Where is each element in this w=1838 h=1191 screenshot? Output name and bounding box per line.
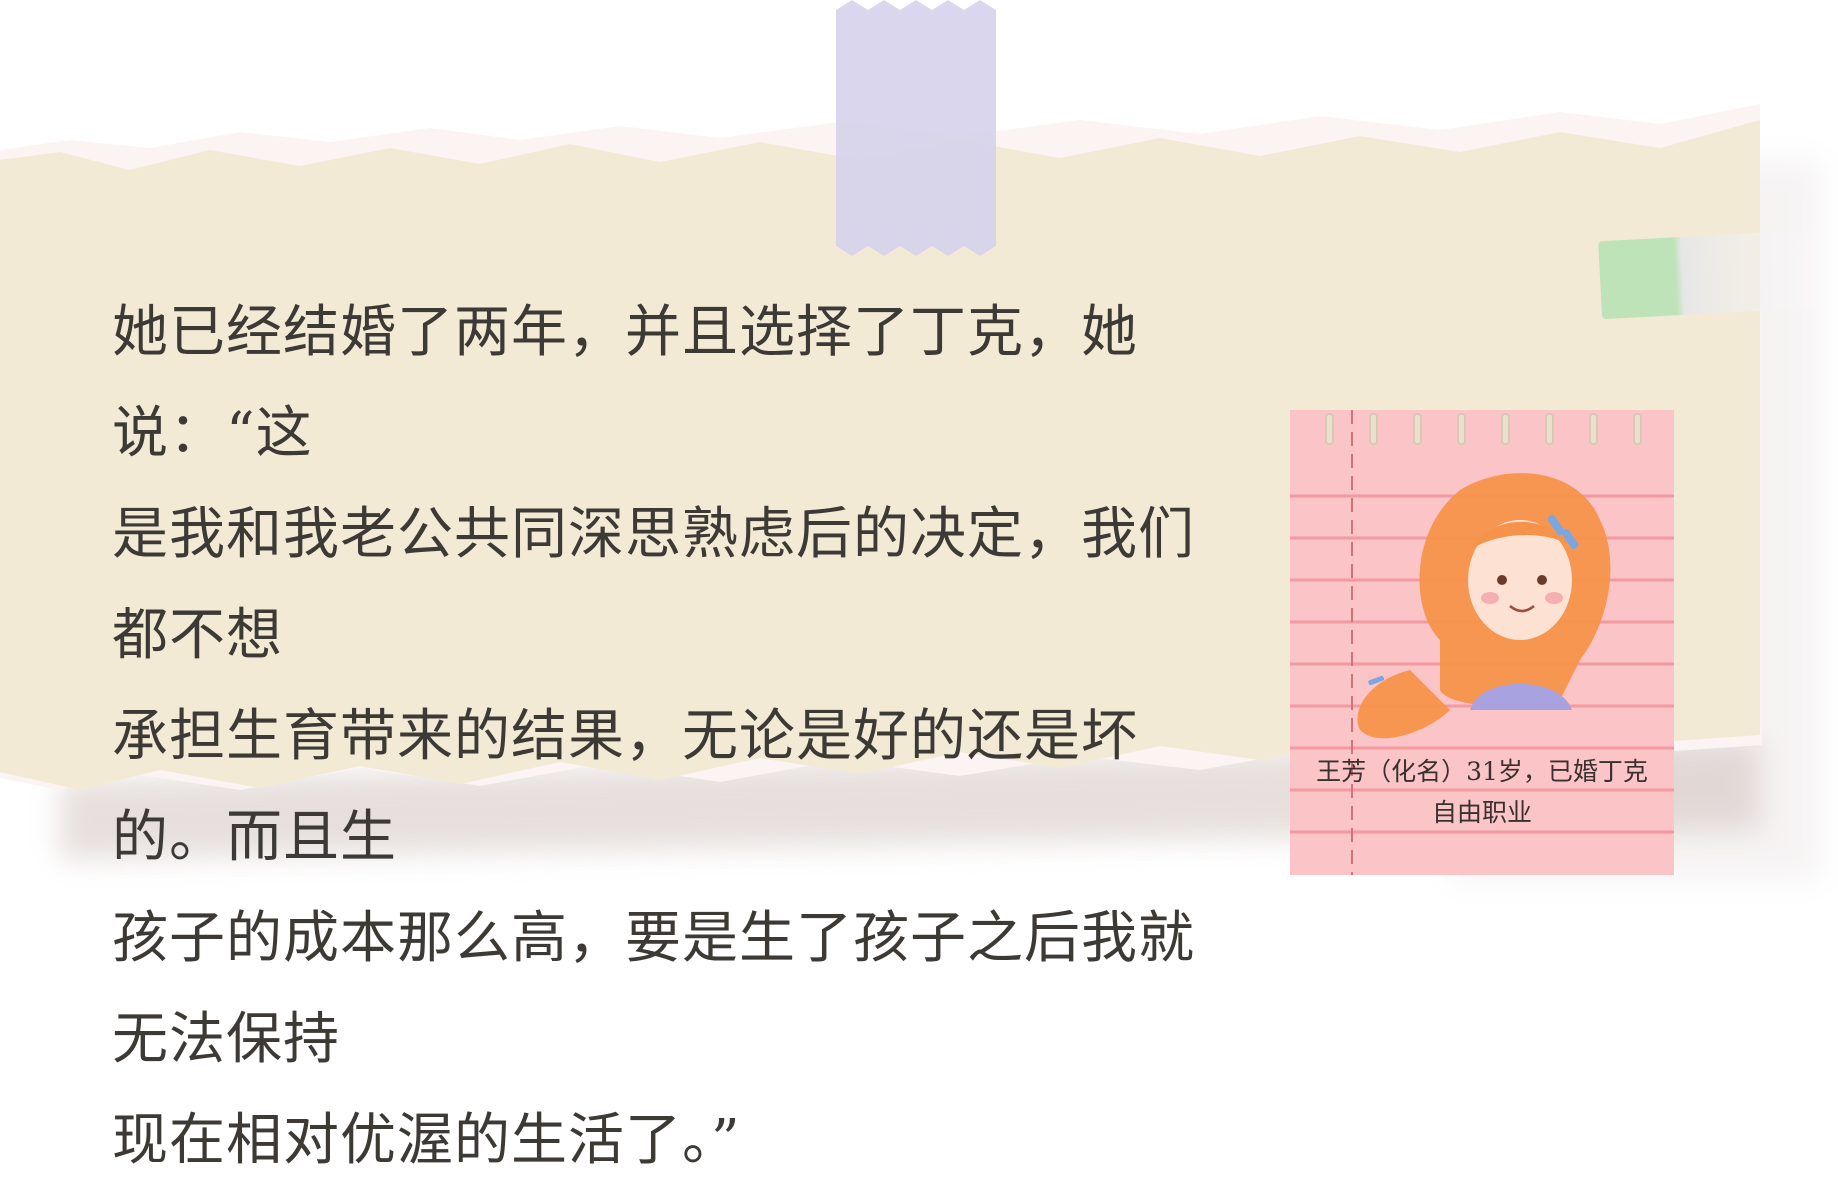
green-tape: [1598, 229, 1838, 319]
profile-caption-job: 自由职业: [1431, 798, 1532, 827]
girl-avatar: [1357, 473, 1611, 739]
notepad-drawing: [1290, 410, 1674, 875]
profile-caption-name: 王芳（化名）31岁，已婚丁克: [1316, 757, 1648, 786]
quote-line: 她已经结婚了两年，并且选择了丁克，她说：“这: [112, 300, 1138, 466]
purple-tape: [836, 0, 996, 256]
quote-line: 孩子的成本那么高，要是生了孩子之后我就无法保持: [112, 906, 1195, 1072]
quote-line: 现在相对优渥的生活了。”: [112, 1108, 741, 1173]
binding-rings: [1325, 413, 1642, 445]
profile-notepad: 王芳（化名）31岁，已婚丁克 自由职业: [1290, 410, 1674, 875]
quote-line: 承担生育带来的结果，无论是好的还是坏的。而且生: [112, 704, 1138, 870]
quote-line: 是我和我老公共同深思熟虑后的决定，我们都不想: [112, 502, 1195, 668]
quote-text: 她已经结婚了两年，并且选择了丁克，她说：“这 是我和我老公共同深思熟虑后的决定，…: [112, 282, 1232, 1191]
